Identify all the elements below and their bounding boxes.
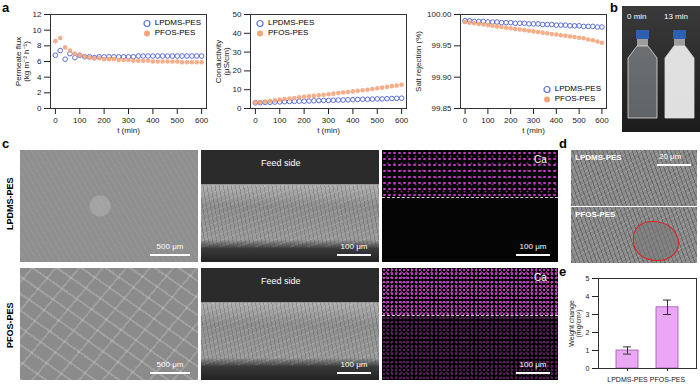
svg-text:100: 100 [481,116,495,125]
svg-text:500: 500 [171,116,185,125]
html-text:PFOS-PES: PFOS-PES [154,28,196,37]
svg-text:40: 40 [233,29,242,38]
svg-text:500: 500 [572,116,586,125]
svg-text:0: 0 [37,104,42,113]
svg-text:99.85: 99.85 [431,104,452,113]
html-text:20 μm: 20 μm [659,152,682,161]
html-text:100 μm: 100 μm [340,242,368,251]
svg-text:500: 500 [371,116,385,125]
html-text:500 μm: 500 μm [156,242,184,251]
svg-text:5: 5 [586,275,590,282]
svg-text:50: 50 [233,10,242,19]
svg-text:2: 2 [586,329,590,336]
svg-text:600: 600 [395,116,409,125]
html-text:500 μm: 500 μm [156,360,184,369]
svg-text:300: 300 [527,116,541,125]
html-text:PFOS-PES: PFOS-PES [554,94,596,103]
svg-text:400: 400 [146,116,160,125]
svg-text:t (min): t (min) [117,126,140,135]
html-text:100 μm: 100 μm [340,360,368,369]
svg-text:99.90: 99.90 [431,73,452,82]
svg-text:10: 10 [33,26,42,35]
svg-text:PFOS-PES: PFOS-PES [650,376,686,383]
svg-text:0: 0 [586,365,590,372]
html-text:PFOS-PES: PFOS-PES [5,302,15,348]
svg-text:99.95: 99.95 [431,41,452,50]
svg-text:20: 20 [233,66,242,75]
svg-text:600: 600 [195,116,209,125]
svg-text:Permeate flux(kg m⁻² h⁻¹): Permeate flux(kg m⁻² h⁻¹) [14,37,31,86]
svg-text:8: 8 [37,41,42,50]
html-text:100 μm: 100 μm [519,360,547,369]
html-text:e: e [559,264,567,279]
svg-text:200: 200 [504,116,518,125]
svg-text:Weight change(mg/cm²): Weight change(mg/cm²) [568,300,583,347]
svg-text:0: 0 [463,116,468,125]
html-text:LPDMS-PES: LPDMS-PES [5,177,15,230]
svg-text:400: 400 [346,116,360,125]
html-text:c: c [2,136,10,151]
html-text:b: b [610,0,618,15]
svg-text:12: 12 [33,10,42,19]
svg-text:4: 4 [37,73,42,82]
svg-text:Salt rejection (%): Salt rejection (%) [414,31,423,92]
svg-text:300: 300 [122,116,136,125]
svg-text:t (min): t (min) [317,126,340,135]
html-text:Ca: Ca [534,272,547,283]
svg-text:400: 400 [550,116,564,125]
html-text:PFOS-PES: PFOS-PES [575,210,616,219]
svg-text:30: 30 [233,48,242,57]
html-text:a: a [2,0,10,15]
svg-text:100: 100 [273,116,287,125]
svg-text:0: 0 [237,104,242,113]
svg-text:3: 3 [586,311,590,318]
svg-text:Conductivity(μS/cm): Conductivity(μS/cm) [214,40,231,84]
svg-text:2: 2 [37,88,42,97]
svg-text:6: 6 [37,57,42,66]
svg-text:0: 0 [253,116,258,125]
html-text:13 min: 13 min [664,12,688,21]
svg-text:100: 100 [73,116,87,125]
html-text:LPDMS-PES: LPDMS-PES [575,153,622,162]
svg-text:600: 600 [595,116,609,125]
html-text:LPDMS-PES: LPDMS-PES [554,84,601,93]
html-text:Ca: Ca [534,154,547,165]
html-text:d: d [559,136,567,151]
svg-text:10: 10 [233,85,242,94]
html-text:Feed side: Feed side [261,158,301,168]
html-text:100 μm: 100 μm [519,242,547,251]
html-text:Feed side: Feed side [261,276,301,286]
svg-text:1: 1 [586,347,590,354]
svg-text:4: 4 [586,293,590,300]
html-text:0 min: 0 min [627,12,647,21]
svg-text:0: 0 [53,116,58,125]
svg-text:200: 200 [97,116,111,125]
html-text:LPDMS-PES: LPDMS-PES [154,18,201,27]
svg-text:100.00: 100.00 [427,10,452,19]
svg-text:t (min): t (min) [522,126,545,135]
svg-text:LPDMS-PES: LPDMS-PES [607,376,648,383]
svg-text:200: 200 [297,116,311,125]
svg-text:300: 300 [322,116,336,125]
html-text:PFOS-PES: PFOS-PES [268,28,309,37]
html-text:LPDMS-PES: LPDMS-PES [268,18,315,27]
